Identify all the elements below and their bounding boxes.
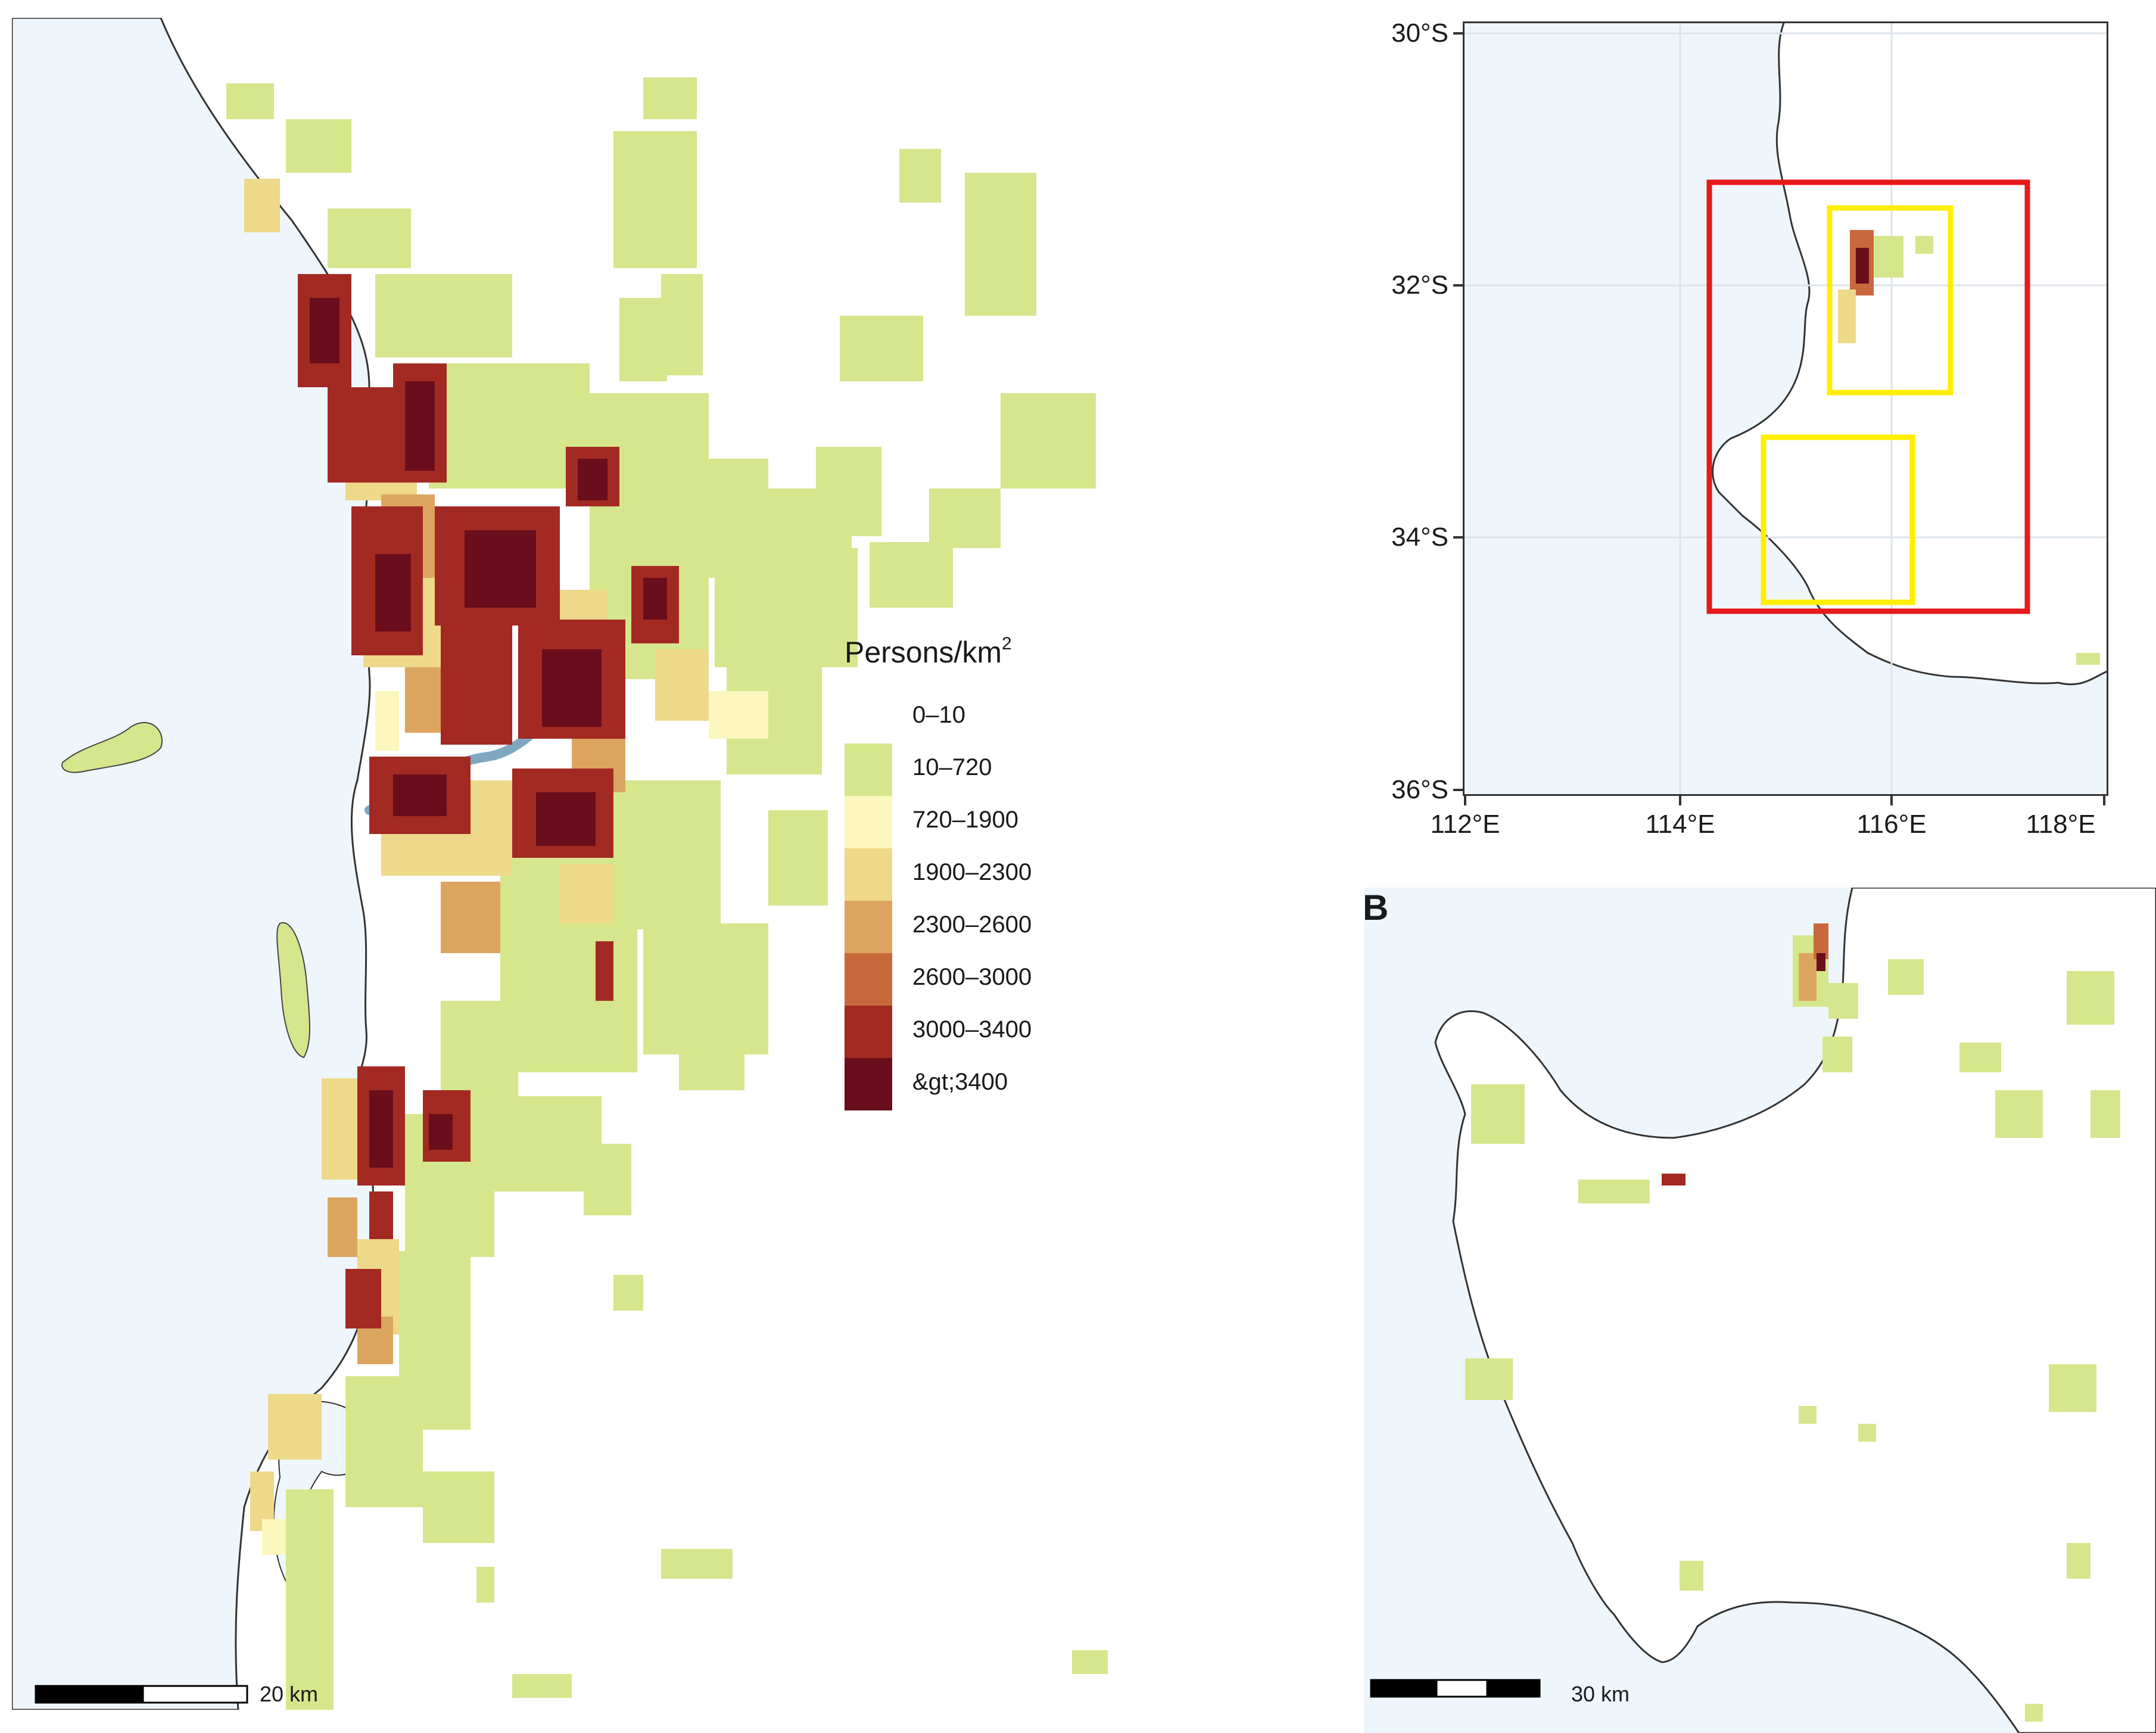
legend-item: 2300–2600 — [845, 901, 1095, 953]
inset-y-tick: 34°S — [1391, 522, 1448, 552]
inset-x-tick: 112°E — [1430, 810, 1500, 839]
legend-title-superscript: 2 — [1001, 634, 1012, 654]
legend-item: 10–720 — [845, 743, 1095, 796]
inset-urban — [1838, 230, 2100, 665]
low-density-areas — [226, 77, 1108, 1710]
legend-label: 0–10 — [912, 702, 965, 728]
legend-label: 10–720 — [912, 754, 992, 780]
legend-item: 3000–3400 — [845, 1006, 1095, 1058]
legend: Persons/km2 0–10 10–720 720–1900 1900–23… — [845, 634, 1101, 1126]
legend-item: 0–10 — [845, 691, 1095, 743]
rottnest-island — [61, 721, 163, 773]
legend-item: &gt;3400 — [845, 1058, 1095, 1110]
legend-title: Persons/km2 — [845, 634, 1012, 669]
inset-map — [1463, 21, 2108, 796]
legend-item: 1900–2300 — [845, 848, 1095, 901]
panel-b-label: B — [1363, 888, 1389, 928]
legend-swatch — [845, 848, 892, 901]
panel-b-land — [1434, 888, 2156, 1733]
legend-swatch — [845, 953, 892, 1006]
pale-areas — [262, 691, 768, 1555]
legend-label: 3000–3400 — [912, 1016, 1032, 1043]
inset-x-tick: 116°E — [1856, 810, 1927, 839]
garden-island — [276, 922, 310, 1059]
very-high-density-areas — [310, 298, 667, 1168]
panel-b-scale-label: 30 km — [1571, 1682, 1630, 1706]
south-subregion-frame — [1761, 434, 1915, 605]
legend-swatch — [845, 1058, 892, 1110]
legend-item: 720–1900 — [845, 796, 1095, 848]
legend-swatch — [845, 743, 892, 796]
study-region-frame — [1706, 179, 2030, 614]
inset-y-tick: 32°S — [1391, 270, 1448, 300]
inset-axes — [1453, 32, 2105, 805]
legend-title-text: Persons/km — [845, 636, 1002, 669]
panel-a-scale-label: 20 km — [260, 1682, 319, 1706]
panel-b-map — [1364, 888, 2156, 1733]
inset-x-tick: 118°E — [2026, 810, 2096, 839]
legend-swatch — [845, 691, 892, 743]
panel-b-scale-bar — [1370, 1679, 1541, 1698]
legend-label: 2600–3000 — [912, 964, 1032, 990]
panel-a-map — [12, 18, 1108, 1710]
legend-label: &gt;3400 — [912, 1069, 1008, 1095]
legend-swatch — [845, 901, 892, 953]
legend-swatch — [845, 796, 892, 848]
panel-b-low-density — [1465, 935, 2120, 1722]
inset-y-tick: 36°S — [1391, 775, 1448, 804]
legend-label: 720–1900 — [912, 807, 1018, 833]
legend-item: 2600–3000 — [845, 953, 1095, 1006]
inset-x-tick: 114°E — [1645, 810, 1715, 839]
inset-border — [1463, 21, 2108, 796]
legend-label: 1900–2300 — [912, 859, 1032, 885]
metro-subregion-frame — [1827, 205, 1954, 396]
legend-swatch — [845, 1006, 892, 1058]
panel-a-scale-bar — [35, 1685, 248, 1704]
inset-land — [1712, 21, 2108, 686]
panel-b-mid-density — [1662, 923, 1828, 1186]
legend-label: 2300–2600 — [912, 911, 1032, 938]
inset-y-tick: 30°S — [1391, 18, 1448, 48]
inset-gridlines — [1463, 21, 2108, 796]
